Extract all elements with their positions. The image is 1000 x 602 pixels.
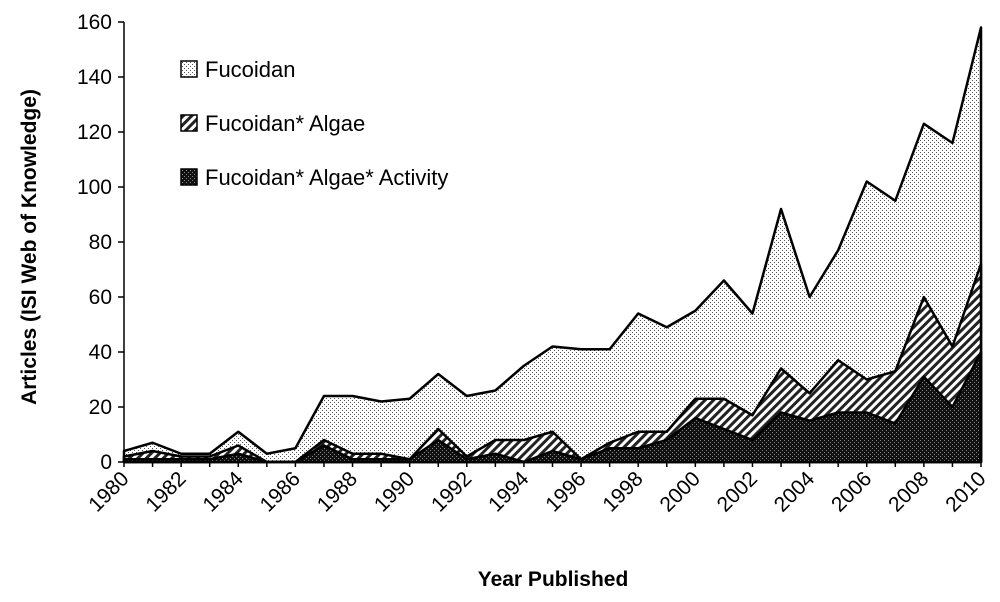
y-tick-label: 160 <box>77 11 112 34</box>
y-tick-label: 100 <box>77 176 112 199</box>
y-tick-label: 0 <box>100 451 112 474</box>
x-axis-ticks: 1980 1982 1984 1986 1988 1990 1992 1994 1996 1998… <box>84 462 991 517</box>
legend-swatch-1 <box>180 60 198 78</box>
x-tick-label: 2010 <box>941 467 990 516</box>
series-area-2 <box>122 262 983 464</box>
x-tick-label: 1990 <box>370 467 419 516</box>
legend-swatch-3 <box>180 168 198 186</box>
y-tick-label: 120 <box>77 121 112 144</box>
x-tick-label: 2000 <box>656 467 705 516</box>
x-tick-label: 1982 <box>141 467 190 516</box>
x-tick-label: 1996 <box>541 467 590 516</box>
series-area-3 <box>122 350 983 464</box>
x-tick-label: 2004 <box>770 467 820 517</box>
y-tick-label: 40 <box>89 341 112 364</box>
legend-label-2: Fucoidan* Algae <box>205 111 365 136</box>
x-tick-label: 1984 <box>199 467 249 517</box>
x-tick-label: 1992 <box>427 467 476 516</box>
legend-label-3: Fucoidan* Algae* Activity <box>205 165 448 190</box>
x-tick-label: 2002 <box>713 467 762 516</box>
x-tick-label: 2008 <box>884 467 933 516</box>
y-axis-title: Articles (ISI Web of Knowledge) <box>18 89 41 405</box>
y-tick-label: 20 <box>89 396 112 419</box>
series-area-1 <box>122 26 983 464</box>
x-tick-label: 1994 <box>484 467 534 517</box>
y-tick-label: 140 <box>77 66 112 89</box>
y-tick-label: 80 <box>89 231 112 254</box>
x-tick-label: 2006 <box>827 467 876 516</box>
series-areas <box>122 26 983 464</box>
legend-swatch-2 <box>180 114 198 132</box>
legend: Fucoidan Fucoidan* Algae Fucoidan* Algae* … <box>180 57 448 190</box>
x-tick-label: 1988 <box>313 467 362 516</box>
y-axis-ticks: 0 20 40 60 80 100 120 140 160 <box>77 11 124 474</box>
legend-label-1: Fucoidan <box>205 57 296 82</box>
x-axis-title: Year Published <box>478 568 629 591</box>
x-tick-label: 1980 <box>84 467 133 516</box>
x-tick-label: 1998 <box>598 467 647 516</box>
x-tick-label: 1986 <box>256 467 305 516</box>
y-tick-label: 60 <box>89 286 112 309</box>
